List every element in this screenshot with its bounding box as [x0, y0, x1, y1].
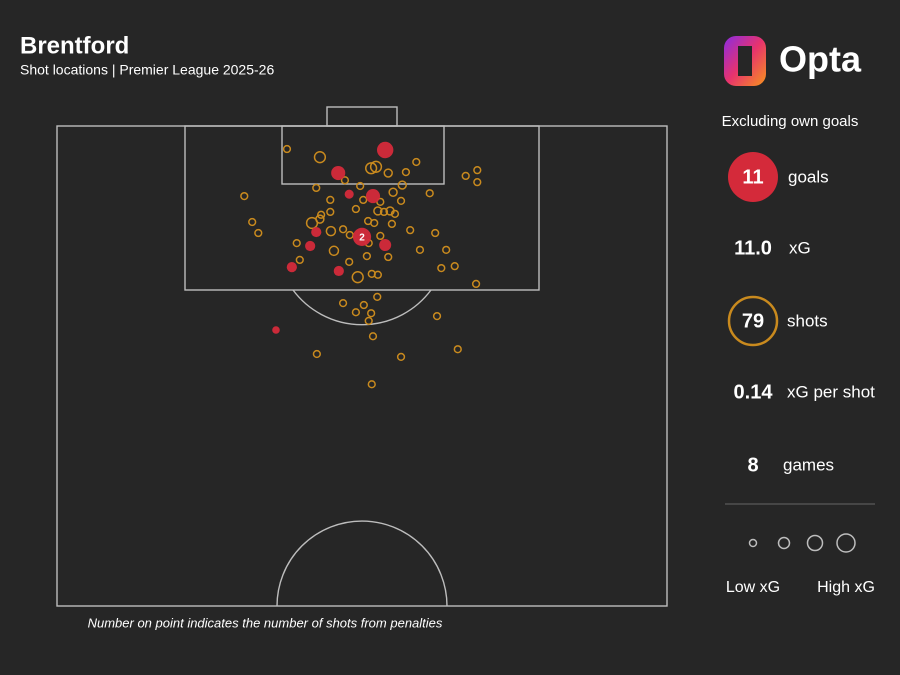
stat-value: 0.14	[734, 381, 774, 403]
goal-point	[344, 189, 354, 199]
shot-point	[406, 226, 415, 235]
shot-point	[383, 168, 393, 178]
goal-point	[352, 227, 372, 246]
shot-point	[351, 271, 364, 284]
shot-point	[295, 255, 304, 265]
opta-logo: Opta	[724, 36, 862, 86]
shots-badge	[727, 295, 779, 347]
title: Brentford	[20, 32, 129, 59]
penalty-count: 2	[359, 233, 365, 244]
brand: Opta	[779, 39, 862, 80]
stat-value: 11	[742, 166, 763, 188]
shot-point	[401, 167, 411, 177]
shot-point	[373, 292, 382, 302]
shot-point	[461, 171, 470, 181]
shot-point	[387, 219, 397, 229]
goal-point	[286, 262, 297, 273]
shot-point	[390, 209, 400, 218]
shot-point	[396, 352, 406, 362]
shot-point	[326, 207, 335, 217]
stat-label: games	[783, 455, 834, 474]
goal-point	[272, 326, 280, 334]
shot-point	[338, 298, 348, 308]
shot-point	[362, 251, 372, 261]
shot-point	[396, 196, 406, 206]
subtitle: Shot locations | Premier League 2025-26	[20, 62, 274, 78]
shot-point	[432, 311, 442, 321]
shot-point	[282, 144, 292, 154]
shot-point	[431, 228, 440, 238]
stat-value: 8	[747, 454, 758, 476]
shot-point	[312, 183, 321, 193]
goal-point	[305, 240, 316, 252]
shot-point	[379, 207, 389, 217]
shot-point	[453, 345, 462, 354]
shot-point	[384, 252, 393, 262]
goal-point	[333, 265, 344, 277]
shot-point	[365, 162, 378, 175]
shot-point	[351, 204, 361, 214]
shots-layer: 2	[240, 141, 482, 389]
shot-point	[338, 225, 348, 234]
shot-point	[373, 206, 383, 216]
shot-point	[373, 270, 382, 279]
goal-point	[365, 189, 381, 204]
footnote: Number on point indicates the number of …	[88, 615, 443, 630]
stat-label: goals	[788, 167, 829, 186]
shot-point	[305, 216, 319, 230]
shot-point	[351, 308, 361, 317]
legend-high: High xG	[817, 579, 875, 596]
shot-point	[312, 349, 321, 359]
goal-point	[331, 165, 346, 181]
shot-point	[369, 160, 383, 173]
shot-point	[450, 262, 459, 271]
goals-badge	[728, 152, 778, 202]
shot-point	[325, 225, 337, 237]
shot-point	[248, 217, 257, 227]
goal-point	[376, 141, 394, 159]
shot-point	[376, 231, 385, 241]
shot-point	[388, 187, 398, 197]
stat-label: xG	[789, 238, 811, 257]
shot-point	[292, 238, 301, 248]
shot-point	[415, 245, 425, 254]
shot-point	[368, 332, 378, 341]
shot-point	[240, 191, 249, 201]
shot-point	[412, 157, 421, 167]
shot-point	[254, 228, 263, 238]
stats: 11 goals 11.0 xG 79 shots 0.14 xG per shot 8 game…	[734, 166, 876, 476]
goal-point	[379, 239, 392, 252]
shot-point	[473, 166, 482, 175]
panel-note: Excluding own goals	[722, 113, 859, 130]
size-legend	[748, 533, 856, 553]
pitch	[56, 106, 668, 607]
shot-point	[473, 178, 482, 187]
shot-point	[425, 189, 434, 198]
shot-point	[340, 176, 350, 185]
goal-point	[311, 226, 322, 238]
shot-point	[356, 181, 365, 191]
shot-point	[367, 380, 376, 389]
stat-value: 79	[742, 310, 764, 332]
shot-point	[359, 195, 368, 205]
stat-value: 11.0	[734, 237, 772, 259]
stat-label: xG per shot	[787, 382, 875, 401]
shot-point	[364, 316, 373, 326]
shot-point	[367, 309, 376, 318]
shot-point	[326, 195, 335, 205]
shot-point	[345, 257, 354, 266]
shot-point	[359, 300, 368, 310]
stat-label: shots	[787, 311, 828, 330]
shot-point	[313, 151, 327, 164]
shot-point	[442, 245, 451, 254]
shot-point	[397, 180, 407, 190]
shot-point	[437, 263, 446, 273]
legend-low: Low xG	[726, 579, 780, 596]
shot-point	[471, 279, 481, 289]
shot-point	[370, 218, 379, 228]
shot-point	[316, 210, 326, 219]
shot-point	[328, 245, 340, 257]
